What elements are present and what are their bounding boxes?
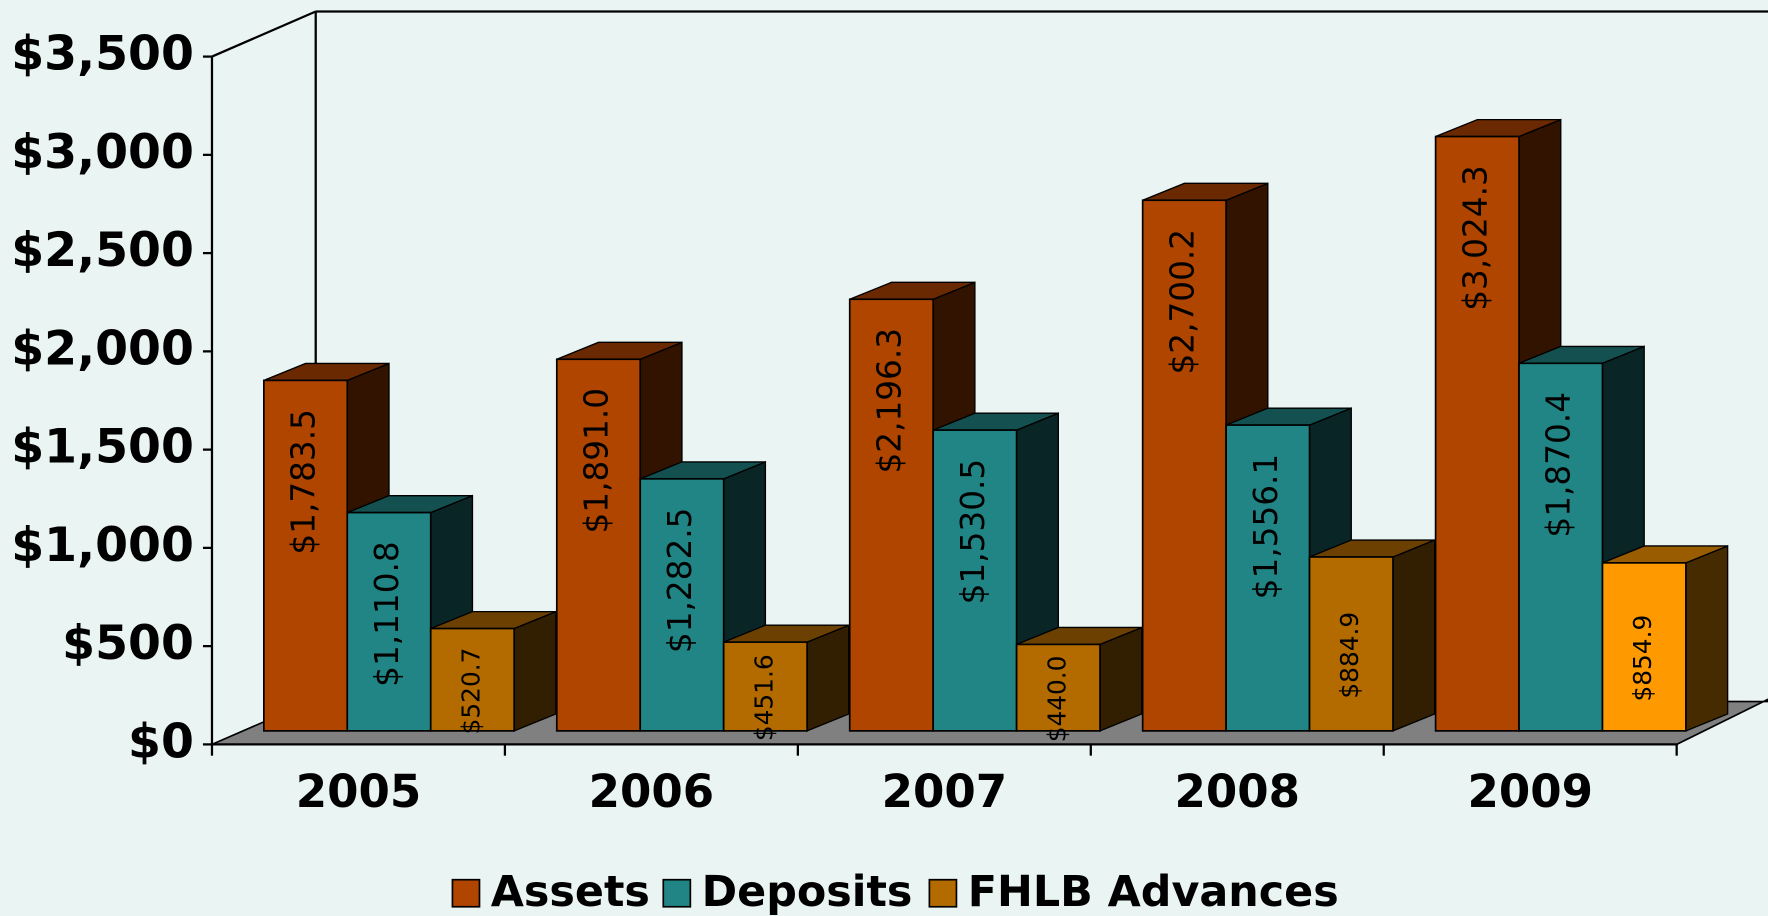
bar — [1015, 626, 1143, 732]
bar — [346, 494, 474, 732]
bar-side — [806, 624, 850, 732]
value-label: $1,556.1 — [1247, 454, 1285, 600]
legend-swatch — [451, 878, 481, 908]
bar-front — [555, 358, 642, 732]
side-wall-top — [211, 10, 317, 58]
legend-swatch — [928, 878, 958, 908]
bar-front — [1601, 562, 1687, 732]
bar-front — [346, 511, 432, 732]
y-tick-label: $2,500 — [11, 223, 194, 278]
bar — [1601, 544, 1729, 732]
bar — [722, 624, 850, 732]
value-label: $2,196.3 — [870, 328, 908, 474]
y-tick-label: $500 — [62, 616, 194, 671]
y-tick-label: $3,000 — [11, 125, 194, 180]
value-label: $3,024.3 — [1456, 165, 1494, 311]
bar-front — [1225, 424, 1311, 732]
bar-side — [1099, 626, 1143, 732]
legend-label: FHLB Advances — [968, 867, 1339, 916]
y-tick-label: $0 — [128, 714, 194, 769]
bar-front — [429, 627, 516, 732]
bar-front — [848, 298, 935, 732]
bar — [1308, 539, 1436, 732]
x-tick-label: 2008 — [1175, 765, 1301, 818]
bar-side — [1685, 544, 1729, 732]
value-label: $2,700.2 — [1163, 229, 1201, 375]
bar-side — [513, 610, 557, 732]
value-label: $1,282.5 — [661, 508, 699, 654]
value-label: $1,783.5 — [285, 409, 323, 555]
y-tick-label: $1,500 — [11, 420, 194, 475]
y-tick-label: $2,000 — [11, 321, 194, 376]
value-label: $884.9 — [1335, 612, 1364, 699]
bar-front — [722, 641, 808, 732]
legend-swatch — [662, 878, 692, 908]
x-tick-label: 2009 — [1467, 765, 1593, 818]
bar-front — [1308, 556, 1394, 732]
bar — [1225, 407, 1352, 732]
legend-label: Assets — [491, 867, 650, 916]
value-label: $1,110.8 — [368, 541, 406, 687]
y-tick-label: $1,000 — [11, 518, 194, 573]
bar-front — [1015, 643, 1101, 732]
value-label: $440.0 — [1042, 656, 1071, 743]
bar-side — [1392, 539, 1436, 732]
value-label: $451.6 — [749, 654, 778, 741]
x-tick-label: 2005 — [296, 765, 422, 818]
value-label: $520.7 — [456, 648, 485, 735]
x-tick-label: 2006 — [589, 765, 715, 818]
y-tick-label: $3,500 — [11, 27, 194, 82]
value-label: $1,891.0 — [578, 388, 616, 534]
bar-front — [932, 429, 1018, 732]
value-label: $1,870.4 — [1540, 392, 1578, 538]
bar-front — [263, 379, 349, 732]
bar — [429, 610, 557, 732]
bar-front — [1518, 362, 1604, 732]
value-label: $854.9 — [1628, 615, 1657, 702]
bar-front — [639, 477, 725, 732]
bar-front — [1141, 199, 1227, 732]
bar-front — [1434, 135, 1520, 732]
value-label: $1,530.5 — [954, 459, 992, 605]
x-tick-label: 2007 — [882, 765, 1008, 818]
legend-label: Deposits — [702, 867, 913, 916]
